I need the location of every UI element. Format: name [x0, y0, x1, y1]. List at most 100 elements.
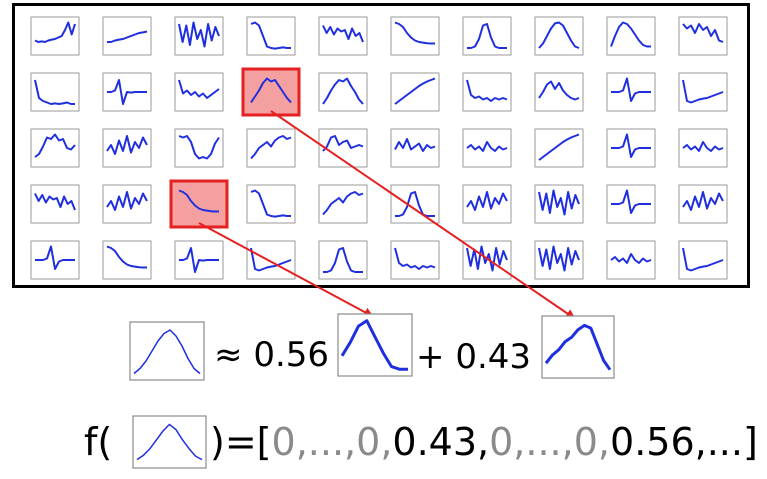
- atom-curve: [107, 79, 147, 105]
- atom-box: [678, 16, 728, 56]
- atom-box: [462, 128, 512, 168]
- code-token: ,: [344, 420, 357, 464]
- dictionary-atom: [678, 128, 728, 168]
- tile-curve: [136, 423, 203, 461]
- dictionary-atom: [102, 240, 152, 280]
- dictionary-atom: [462, 16, 512, 56]
- atom-box: [678, 128, 728, 168]
- atom-curve: [682, 79, 724, 104]
- dictionary-atom: [30, 240, 80, 280]
- tile-curve: [544, 323, 612, 371]
- dictionary-atom: [390, 72, 440, 112]
- atom-curve: [178, 21, 220, 48]
- atom-curve: [34, 193, 76, 211]
- atom-curve: [538, 21, 580, 49]
- atom-curve: [107, 30, 148, 43]
- code-token: ,: [513, 420, 526, 464]
- dictionary-atom: [102, 16, 152, 56]
- atom-box: [678, 240, 728, 280]
- atom-box: [30, 16, 80, 56]
- dictionary-atom: [390, 128, 440, 168]
- atom-curve: [250, 189, 291, 218]
- atom-curve: [322, 77, 364, 105]
- dictionary-atom: [246, 240, 296, 280]
- atom-box: [390, 16, 440, 56]
- atom-box: [318, 72, 368, 112]
- dictionary-atom: [318, 72, 368, 112]
- atom-box: [318, 16, 368, 56]
- dictionary-atom: [174, 128, 224, 168]
- atom-box: [246, 240, 296, 280]
- atom-curve: [178, 189, 219, 213]
- atom-highlight-box: [241, 67, 301, 117]
- dictionary-atom: [390, 184, 440, 224]
- dictionary-atom: [534, 184, 584, 224]
- dictionary-atom: [462, 72, 512, 112]
- atom-curve: [394, 247, 436, 270]
- atom-a-tile: [337, 313, 413, 377]
- atom-curve: [250, 77, 292, 104]
- dictionary-atom: [30, 128, 80, 168]
- atom-curve: [34, 133, 76, 158]
- dictionary-atom: [390, 16, 440, 56]
- arrow-to-atom-a: [198, 222, 374, 317]
- tile-curve: [133, 329, 201, 375]
- atom-curve: [610, 253, 652, 264]
- atom-curve: [322, 25, 364, 43]
- function-close: )=[: [210, 420, 272, 464]
- atom-curve: [34, 79, 75, 105]
- code-token: ,: [597, 420, 611, 464]
- atom-curve: [466, 79, 508, 102]
- code-token: 0: [573, 420, 598, 464]
- atom-curve: [466, 141, 508, 152]
- dictionary-atom: [462, 184, 512, 224]
- atom-curve: [682, 247, 724, 272]
- atom-curve: [394, 77, 436, 105]
- atom-curve: [538, 245, 580, 272]
- atom-curve: [106, 135, 148, 155]
- dictionary-atom: [678, 184, 728, 224]
- dictionary-atom: [678, 72, 728, 112]
- input-signal-tile: [129, 321, 205, 381]
- dictionary-atom: [606, 72, 656, 112]
- atom-curve: [467, 23, 507, 49]
- code-vector: )=[0,...,0,0.43,0,...,0,0.56,...]: [210, 423, 758, 461]
- atom-box: [462, 16, 512, 56]
- dictionary-atom: [318, 16, 368, 56]
- coefficient-b: 0.43: [455, 337, 532, 377]
- dictionary-atom: [534, 240, 584, 280]
- arrow-group: [198, 110, 576, 320]
- code-token: ...: [307, 420, 345, 464]
- atom-curve: [611, 189, 651, 214]
- atom-box: [174, 128, 224, 168]
- dictionary-atom: [390, 240, 440, 280]
- arrow-to-atom-b: [270, 110, 576, 320]
- dictionary-atom: [534, 72, 584, 112]
- dictionary-atom: [241, 67, 301, 117]
- code-token: ,: [477, 420, 490, 464]
- atom-curve: [322, 135, 364, 152]
- dictionary-atom: [30, 72, 80, 112]
- dictionary-atom: [174, 240, 224, 280]
- atom-curve: [395, 191, 435, 217]
- dictionary-atom: [678, 16, 728, 56]
- atom-box: [318, 184, 368, 224]
- atom-curve: [466, 191, 508, 211]
- dictionary-atom: [678, 240, 728, 280]
- atom-curve: [322, 191, 364, 216]
- dictionary-atom-grid: [30, 16, 728, 280]
- code-token: ,: [561, 420, 574, 464]
- code-token: 0.43: [392, 420, 478, 464]
- approx-symbol: ≈: [214, 335, 243, 375]
- atom-curve: [394, 21, 435, 45]
- tile-curve: [340, 319, 408, 371]
- code-token: 0: [271, 420, 296, 464]
- plus-symbol: +: [416, 337, 445, 377]
- dictionary-atom: [102, 72, 152, 112]
- function-open: f(: [84, 420, 113, 464]
- atom-curve: [682, 141, 724, 152]
- tile-box: [129, 321, 205, 381]
- atom-box: [678, 72, 728, 112]
- atom-curve: [106, 245, 147, 269]
